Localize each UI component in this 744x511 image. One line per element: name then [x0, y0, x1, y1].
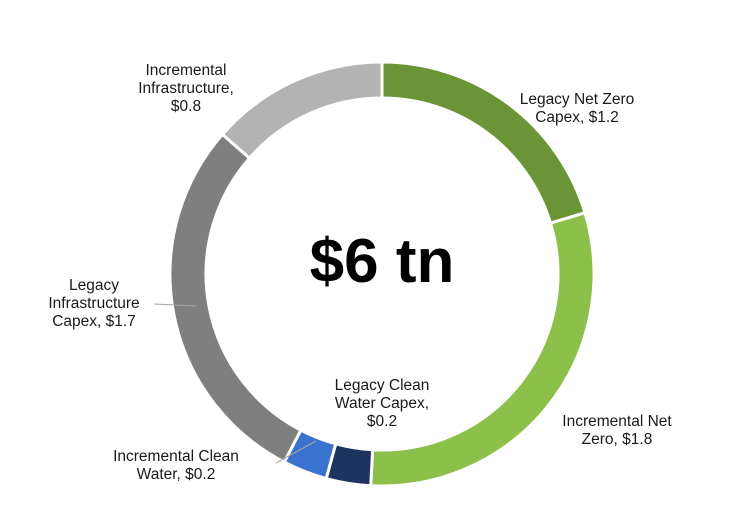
label-legacy-infrastructure-capex: Legacy Infrastructure Capex, $1.7 — [48, 277, 139, 330]
label-line: Water Capex, — [335, 395, 429, 412]
label-line: Zero, $1.8 — [582, 431, 653, 448]
label-line: $0.8 — [171, 98, 201, 115]
label-line: Legacy Net Zero — [520, 91, 635, 108]
label-line: Incremental Net — [562, 413, 672, 430]
label-line: Capex, $1.2 — [535, 109, 619, 126]
label-incremental-net-zero: Incremental Net Zero, $1.8 — [562, 413, 672, 448]
leader-line — [153, 303, 197, 307]
leader-lines — [153, 303, 317, 464]
donut-slices — [168, 60, 596, 488]
label-line: Legacy Clean — [335, 377, 430, 394]
label-line: Water, $0.2 — [137, 466, 216, 483]
slice-labels: Legacy Net Zero Capex, $1.2 Incremental Ne… — [48, 62, 672, 483]
label-legacy-clean-water-capex: Legacy Clean Water Capex, $0.2 — [335, 377, 430, 430]
label-line: Infrastructure, — [138, 80, 234, 97]
label-line: Incremental — [146, 62, 227, 79]
center-total-label: $6 tn — [310, 227, 455, 296]
slice-legacy-infrastructure-capex — [168, 132, 303, 465]
label-line: Capex, $1.7 — [52, 313, 136, 330]
label-incremental-infrastructure: Incremental Infrastructure, $0.8 — [138, 62, 234, 115]
label-legacy-net-zero-capex: Legacy Net Zero Capex, $1.2 — [520, 91, 635, 126]
slice-legacy-net-zero-capex — [380, 60, 587, 226]
label-line: Legacy — [69, 277, 119, 294]
label-line: Infrastructure — [48, 295, 139, 312]
label-line: $0.2 — [367, 413, 397, 430]
leader-line — [275, 440, 317, 464]
label-line: Incremental Clean — [113, 448, 239, 465]
slice-incremental-infrastructure — [220, 60, 384, 161]
label-incremental-clean-water: Incremental Clean Water, $0.2 — [113, 448, 239, 483]
